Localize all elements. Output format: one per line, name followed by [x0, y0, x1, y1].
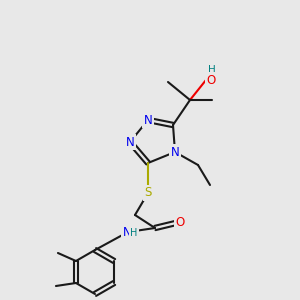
Text: N: N — [171, 146, 179, 158]
Text: N: N — [126, 136, 134, 148]
Text: O: O — [176, 215, 184, 229]
Text: N: N — [123, 226, 131, 238]
Text: H: H — [130, 228, 138, 238]
Text: O: O — [206, 74, 216, 86]
Text: H: H — [208, 65, 216, 75]
Text: N: N — [144, 113, 152, 127]
Text: S: S — [144, 187, 152, 200]
